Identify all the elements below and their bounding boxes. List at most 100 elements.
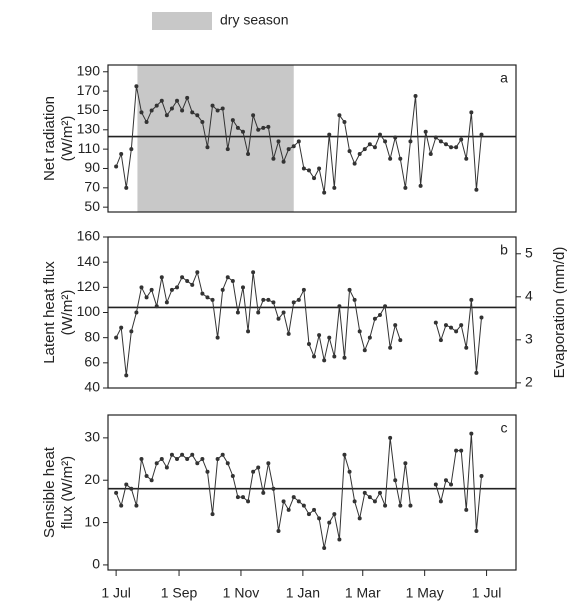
y-axis-label: Sensible heat bbox=[41, 446, 58, 538]
data-point bbox=[408, 139, 413, 144]
data-point bbox=[403, 461, 408, 466]
data-point bbox=[251, 113, 256, 118]
series-line bbox=[435, 433, 482, 532]
data-point bbox=[352, 297, 357, 302]
data-point bbox=[220, 287, 225, 292]
data-point bbox=[149, 108, 154, 113]
y-tick-label: 70 bbox=[84, 179, 100, 195]
data-point bbox=[403, 185, 408, 190]
data-point bbox=[383, 304, 388, 309]
data-point bbox=[296, 297, 301, 302]
data-point bbox=[438, 338, 443, 343]
data-point bbox=[352, 161, 357, 166]
data-point bbox=[322, 545, 327, 550]
y-tick-label: 80 bbox=[84, 328, 100, 344]
data-point bbox=[443, 478, 448, 483]
data-point bbox=[220, 106, 225, 111]
y-tick-label: 100 bbox=[77, 303, 101, 319]
data-point bbox=[454, 145, 459, 150]
data-point bbox=[230, 118, 235, 123]
y-tick-label: 150 bbox=[77, 101, 101, 117]
data-point bbox=[124, 482, 129, 487]
data-point bbox=[225, 147, 230, 152]
data-point bbox=[175, 457, 180, 462]
data-point bbox=[296, 499, 301, 504]
data-point bbox=[423, 129, 428, 134]
data-point bbox=[464, 156, 469, 161]
data-point bbox=[134, 84, 139, 89]
data-point bbox=[438, 499, 443, 504]
data-point bbox=[124, 185, 129, 190]
data-point bbox=[367, 335, 372, 340]
y-tick-label: 60 bbox=[84, 354, 100, 370]
x-tick-label: 1 Jul bbox=[101, 585, 131, 601]
x-tick-label: 1 Jul bbox=[472, 585, 502, 601]
data-point bbox=[459, 323, 464, 328]
data-point bbox=[180, 108, 185, 113]
data-point bbox=[479, 132, 484, 137]
data-point bbox=[433, 482, 438, 487]
y-tick-label: 130 bbox=[77, 120, 101, 136]
panel-label: c bbox=[501, 420, 508, 436]
data-point bbox=[332, 354, 337, 359]
x-tick-label: 1 Jan bbox=[286, 585, 320, 601]
data-point bbox=[332, 185, 337, 190]
data-point bbox=[235, 125, 240, 130]
data-point bbox=[372, 499, 377, 504]
y-axis-label: Latent heat flux bbox=[41, 261, 58, 364]
y-tick-label: 140 bbox=[77, 253, 101, 269]
data-point bbox=[337, 113, 342, 118]
data-point bbox=[393, 323, 398, 328]
data-point bbox=[129, 147, 134, 152]
data-point bbox=[261, 297, 266, 302]
data-point bbox=[347, 149, 352, 154]
y-tick-label: 30 bbox=[84, 429, 100, 445]
x-tick-label: 1 Mar bbox=[345, 585, 381, 601]
data-point bbox=[180, 452, 185, 457]
data-point bbox=[195, 461, 200, 466]
data-point bbox=[449, 145, 454, 150]
data-point bbox=[256, 127, 261, 132]
data-point bbox=[205, 469, 210, 474]
panel-label: a bbox=[500, 70, 508, 86]
y-tick-label: 40 bbox=[84, 379, 100, 395]
data-point bbox=[342, 452, 347, 457]
y2-tick-label: 4 bbox=[525, 288, 533, 304]
data-point bbox=[322, 190, 327, 195]
data-point bbox=[175, 98, 180, 103]
data-point bbox=[210, 512, 215, 517]
data-point bbox=[200, 120, 205, 125]
data-point bbox=[347, 287, 352, 292]
data-point bbox=[286, 331, 291, 336]
data-point bbox=[301, 166, 306, 171]
data-point bbox=[464, 345, 469, 350]
data-point bbox=[149, 478, 154, 483]
y-tick-label: 90 bbox=[84, 159, 100, 175]
data-point bbox=[225, 275, 230, 280]
data-point bbox=[190, 452, 195, 457]
data-point bbox=[383, 503, 388, 508]
data-point bbox=[367, 142, 372, 147]
data-point bbox=[276, 316, 281, 321]
data-point bbox=[317, 333, 322, 338]
data-point bbox=[291, 144, 296, 149]
y-tick-label: 110 bbox=[78, 140, 101, 156]
data-point bbox=[190, 282, 195, 287]
data-point bbox=[393, 135, 398, 140]
data-point bbox=[169, 287, 174, 292]
data-point bbox=[449, 325, 454, 330]
data-point bbox=[479, 473, 484, 478]
data-point bbox=[362, 490, 367, 495]
data-point bbox=[210, 297, 215, 302]
data-point bbox=[246, 329, 251, 334]
data-point bbox=[169, 452, 174, 457]
y2-tick-label: 3 bbox=[525, 331, 533, 347]
data-point bbox=[418, 183, 423, 188]
data-point bbox=[251, 469, 256, 474]
data-point bbox=[271, 486, 276, 491]
data-point bbox=[159, 457, 164, 462]
data-point bbox=[296, 139, 301, 144]
data-point bbox=[195, 113, 200, 118]
data-point bbox=[317, 516, 322, 521]
